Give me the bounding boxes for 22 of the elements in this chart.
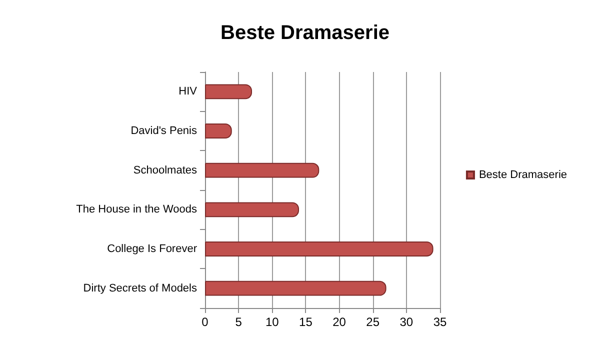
x-tick-label: 0 (202, 315, 209, 329)
chart-title: Beste Dramaserie (220, 22, 390, 44)
x-tick-label: 20 (332, 315, 346, 329)
x-tick-label: 5 (235, 315, 242, 329)
x-tick-label: 25 (366, 315, 380, 329)
y-tick-label: Schoolmates (133, 164, 198, 176)
x-tick-label: 15 (299, 315, 313, 329)
x-tick-label: 10 (265, 315, 280, 329)
y-tick-label: Dirty Secrets of Models (83, 282, 198, 294)
bar (205, 84, 252, 100)
y-tick-label: HIV (178, 86, 198, 98)
bar (205, 280, 386, 296)
y-tick-label: College Is Forever (107, 243, 198, 255)
bar (205, 162, 320, 178)
bar (205, 124, 232, 138)
bar (205, 202, 299, 218)
legend-label: Beste Dramaserie (478, 169, 568, 181)
y-tick-label: The House in the Woods (76, 204, 198, 216)
x-tick-label: 30 (400, 315, 414, 329)
bar (205, 242, 434, 256)
x-tick-label: 35 (433, 315, 447, 329)
y-tick-label: David's Penis (130, 125, 198, 137)
